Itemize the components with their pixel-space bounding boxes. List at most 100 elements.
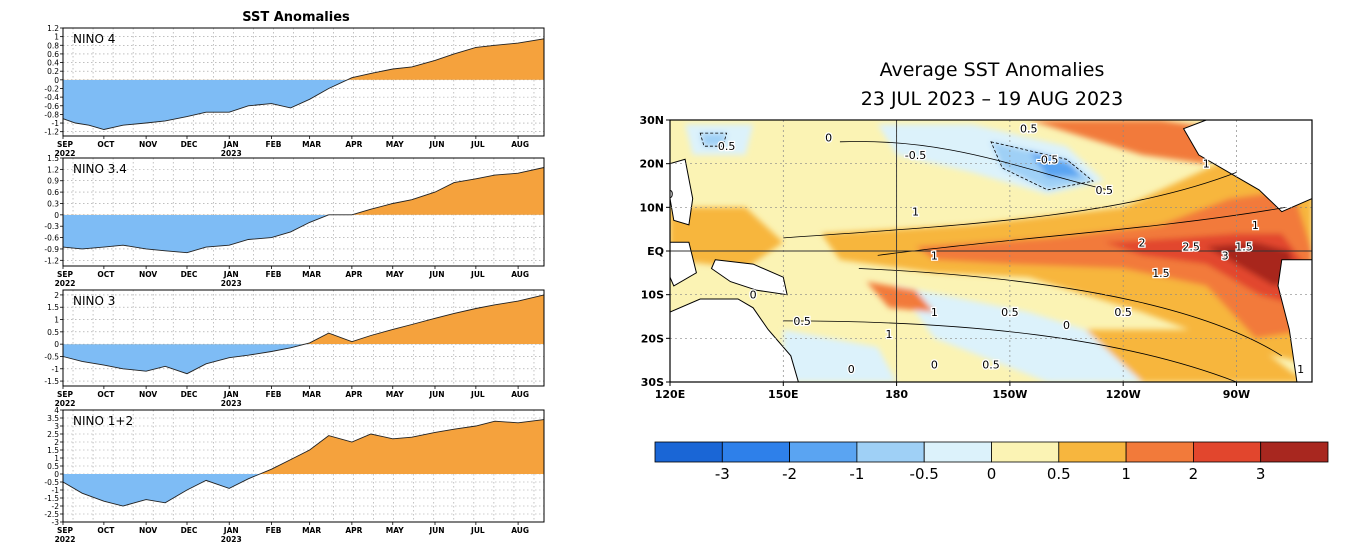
contour-label: 1: [931, 306, 938, 319]
y-tick-label: -3: [52, 518, 60, 527]
y-tick-label: -0.2: [44, 84, 59, 93]
y-tick-label: -1.5: [44, 377, 59, 386]
colorbar-tick-label: -2: [782, 465, 797, 483]
contour-label: 2: [1139, 236, 1146, 249]
map-lon-label: 120E: [655, 388, 685, 401]
x-year-label: 2022: [55, 535, 76, 544]
x-tick-label: AUG: [511, 270, 529, 279]
sst-map-figure: Average SST Anomalies 23 JUL 2023 – 19 A…: [610, 0, 1350, 550]
y-tick-label: -0.9: [44, 245, 59, 254]
x-tick-label: MAR: [302, 270, 321, 279]
colorbar-swatch: [721, 441, 791, 463]
colorbar-tick-label: -1: [849, 465, 864, 483]
map-lon-label: 150E: [768, 388, 798, 401]
y-tick-label: 3.5: [47, 414, 59, 423]
contour-label: 0.5: [1001, 306, 1019, 319]
x-year-label: 2023: [221, 399, 242, 408]
map-lat-label: 10N: [639, 201, 664, 214]
colorbar-swatch: [1125, 441, 1194, 463]
y-tick-label: 2: [54, 438, 59, 447]
x-tick-label: MAY: [386, 526, 405, 535]
y-tick-label: -0.5: [44, 352, 59, 361]
y-tick-label: 0: [54, 340, 59, 349]
x-tick-label: JAN: [223, 390, 239, 399]
sst-anomaly-map: Average SST Anomalies 23 JUL 2023 – 19 A…: [639, 59, 1329, 483]
map-contour-labels: 0.5 0.5 -0.5 0 0 0 -0.5 1 0.5 1 1 2 2.5 1.5 3 1 1.5 1 0.5 0…: [670, 121, 1305, 377]
colorbar-tick-label: 0.5: [1047, 465, 1071, 483]
x-tick-label: DEC: [181, 140, 198, 149]
anomaly-negative-area: [63, 214, 329, 253]
y-tick-label: 0.3: [47, 199, 59, 208]
colorbar-tick-label: -0.5: [910, 465, 939, 483]
nino-panel: NINO 3.4 1.5 1.2 0.9 0.6 0.3 0 -0.3 -0.6 -0.9 -1.2…: [44, 154, 545, 288]
x-tick-label: MAY: [386, 140, 405, 149]
y-tick-label: -1.2: [44, 128, 59, 137]
x-tick-label: JUN: [428, 390, 444, 399]
x-tick-label: NOV: [139, 270, 157, 279]
y-tick-label: -1: [52, 486, 60, 495]
contour-label: 0.5: [1020, 123, 1037, 136]
x-tick-label: SEP: [57, 526, 74, 535]
map-gridlines: [670, 120, 1312, 382]
y-tick-label: -1.2: [44, 256, 59, 265]
nino-index-figure: SST Anomalies NINO 4 1.2 1 0.8 0.6 0.4 0.2 0 -0.…: [0, 0, 560, 550]
panel-label: NINO 3.4: [73, 162, 127, 176]
x-tick-label: JUN: [428, 270, 444, 279]
x-tick-label: AUG: [511, 140, 529, 149]
map-lat-label: 10S: [641, 289, 664, 302]
land-mask: [670, 120, 1312, 382]
y-tick-label: 0.9: [47, 177, 59, 186]
x-tick-label: NOV: [139, 140, 157, 149]
x-tick-label: APR: [345, 270, 362, 279]
y-tick-label: 1.5: [47, 446, 59, 455]
y-tick-label: 0.6: [47, 50, 59, 59]
x-tick-label: NOV: [139, 526, 157, 535]
contour-label: 0.5: [718, 140, 736, 153]
y-tick-label: 0.4: [47, 59, 59, 68]
panel-frame: [62, 27, 545, 137]
colorbar-swatch: [654, 441, 723, 463]
colorbar-tick-label: 3: [1256, 465, 1266, 483]
x-tick-label: MAR: [302, 140, 321, 149]
anomaly-line: [62, 294, 545, 375]
contour-label: 0: [750, 289, 757, 302]
anomaly-negative-area: [63, 344, 544, 374]
contour-label: 0: [825, 131, 832, 144]
x-tick-label: APR: [345, 526, 362, 535]
x-year-label: 2023: [221, 279, 242, 288]
panel-frame: [62, 157, 545, 267]
map-lon-label: 180: [885, 388, 908, 401]
x-tick-label: AUG: [511, 390, 529, 399]
y-tick-label: 1: [54, 316, 59, 325]
contour-label: 0: [931, 359, 938, 372]
contour-label: 1: [886, 328, 893, 341]
x-tick-label: JUL: [470, 526, 485, 535]
x-tick-label: FEB: [265, 270, 281, 279]
map-lat-label: 20S: [641, 332, 664, 345]
contour-label: 1: [931, 249, 938, 262]
contour-label: 1.5: [1152, 267, 1170, 280]
anomaly-negative-area: [63, 474, 544, 506]
x-tick-label: OCT: [97, 390, 115, 399]
anomaly-line: [62, 167, 545, 254]
y-tick-label: 1: [54, 33, 59, 42]
map-axes: 120E 150E 180 150W 120W 90W 30N 20N 10N EQ 10S 20S 3…: [639, 114, 1250, 401]
panel-frame: [62, 289, 545, 387]
panel-label: NINO 1+2: [73, 414, 133, 428]
y-tick-label: 1: [54, 454, 59, 463]
y-tick-label: -0.4: [44, 93, 59, 102]
panel-label: NINO 3: [73, 294, 115, 308]
contour-label: 0.5: [1114, 306, 1132, 319]
map-lat-label: 30S: [641, 376, 664, 389]
x-tick-label: MAY: [386, 270, 405, 279]
y-tick-label: 0: [54, 211, 59, 220]
contour-label: -0.5: [905, 149, 926, 162]
x-tick-label: FEB: [265, 390, 281, 399]
map-lon-label: 120W: [1106, 388, 1141, 401]
nino-panel: NINO 1+2 43.532.521.510.50-0.5-1-1.5-2-2.…: [44, 406, 545, 544]
y-tick-label: -1.5: [44, 494, 59, 503]
colorbar-swatch: [789, 441, 858, 463]
x-tick-label: JAN: [223, 140, 239, 149]
anomaly-positive-area: [63, 38, 544, 80]
x-tick-label: MAY: [386, 390, 405, 399]
